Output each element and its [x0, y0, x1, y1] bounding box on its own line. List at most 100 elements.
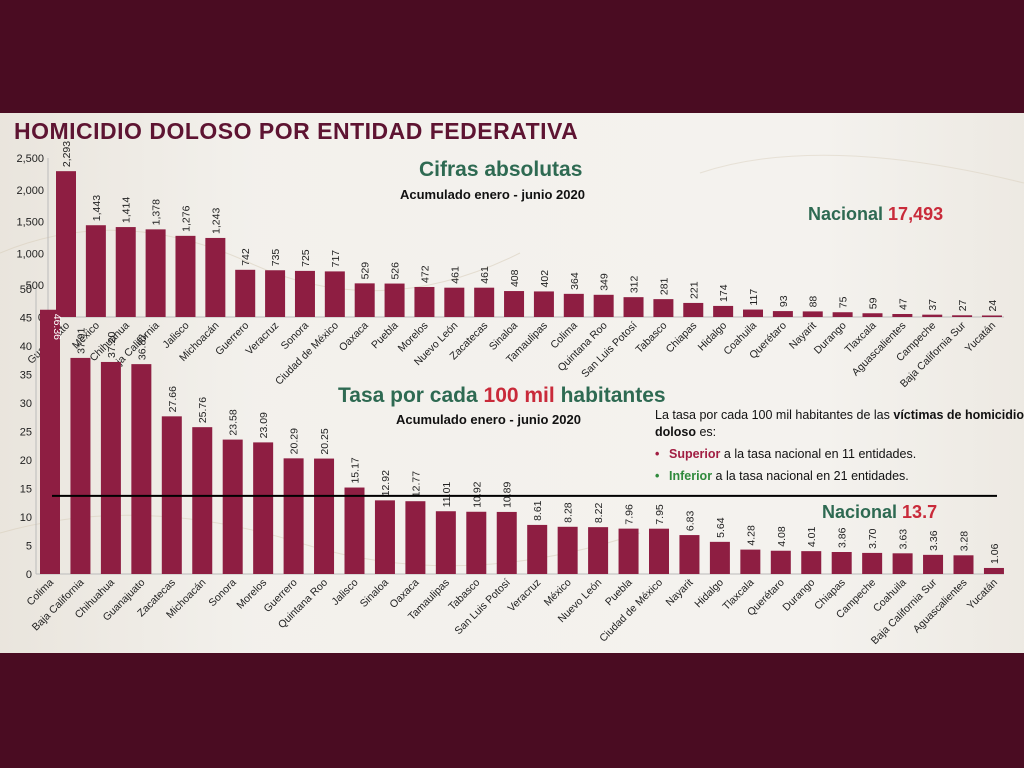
top-y-tick-label: 500 — [26, 280, 44, 292]
bottom-category-label: Veracruz — [506, 577, 544, 615]
bottom-category-label: Jalisco — [329, 577, 360, 608]
chart-rate: 0510152025303540455046.36Colima37.91Baja… — [20, 284, 1004, 647]
bottom-y-tick-label: 15 — [20, 484, 32, 496]
top-value-label: 47 — [897, 298, 909, 310]
top-y-tick-label: 1,000 — [16, 248, 44, 260]
bottom-value-label: 23.58 — [228, 409, 240, 435]
top-national-total: Nacional 17,493 — [808, 204, 943, 225]
bottom-bar — [253, 442, 274, 574]
bottom-value-label: 37.20 — [106, 332, 118, 358]
top-national-value: 17,493 — [888, 204, 944, 224]
top-value-label: 1,243 — [210, 208, 222, 234]
bottom-category-label: San Luis Potosí — [452, 577, 513, 638]
bottom-bar — [983, 567, 1004, 574]
top-bar — [563, 293, 584, 317]
bottom-bar — [892, 553, 913, 574]
top-value-label: 364 — [569, 272, 581, 290]
top-value-label: 75 — [838, 296, 850, 308]
bottom-y-tick-label: 30 — [20, 398, 32, 410]
top-bar — [235, 269, 256, 317]
bottom-bar — [314, 458, 335, 574]
bottom-y-tick-label: 10 — [20, 512, 32, 524]
top-bar — [832, 312, 853, 317]
top-bar — [922, 314, 943, 317]
bottom-value-label: 12.77 — [410, 471, 422, 497]
bottom-value-label: 23.09 — [258, 412, 270, 438]
top-bar — [772, 311, 793, 317]
bottom-y-tick-label: 35 — [20, 370, 32, 382]
top-value-label: 472 — [419, 265, 431, 283]
bottom-bar — [862, 552, 883, 574]
bottom-category-label: Nayarit — [664, 577, 696, 609]
top-bar — [85, 225, 106, 317]
top-bar — [294, 270, 315, 317]
bottom-subtitle-highlight: 100 mil — [483, 384, 555, 407]
bottom-chart-period: Acumulado enero - junio 2020 — [396, 412, 581, 427]
bottom-bar — [709, 541, 730, 574]
bottom-value-label: 10.89 — [502, 481, 514, 507]
top-value-label: 717 — [330, 250, 342, 268]
top-bar — [743, 309, 764, 317]
bottom-bar — [801, 551, 822, 574]
bottom-category-label: Sonora — [206, 577, 239, 610]
top-value-label: 735 — [270, 249, 282, 267]
slide: HOMICIDIO DOLOSO POR ENTIDAD FEDERATIVA … — [0, 113, 1024, 653]
bottom-bar — [740, 549, 761, 574]
top-value-label: 1,276 — [180, 205, 192, 231]
bottom-value-label: 10.92 — [471, 481, 483, 507]
bottom-bar — [435, 511, 456, 574]
top-value-label: 529 — [360, 262, 372, 280]
bottom-value-label: 7.95 — [654, 504, 666, 525]
bottom-y-tick-label: 45 — [20, 313, 32, 325]
top-value-label: 742 — [240, 248, 252, 266]
bottom-bar — [527, 524, 548, 574]
top-bar — [713, 305, 734, 317]
bottom-bar — [40, 309, 60, 574]
inferior-text: a la tasa nacional en 21 entidades. — [715, 469, 909, 483]
top-value-label: 27 — [957, 299, 969, 311]
top-bar — [444, 287, 465, 317]
bottom-y-tick-label: 50 — [20, 284, 32, 296]
bottom-value-label: 3.28 — [959, 531, 971, 552]
bottom-bar — [679, 535, 700, 574]
top-bar — [324, 271, 345, 317]
top-bar — [802, 311, 823, 317]
bottom-bar — [953, 555, 974, 574]
top-value-label: 1,443 — [91, 195, 103, 221]
top-bar — [623, 297, 644, 317]
bottom-y-tick-label: 5 — [26, 541, 32, 553]
bottom-bar — [100, 361, 121, 574]
superior-bullet: • Superior a la tasa nacional en 11 enti… — [655, 446, 1024, 463]
bottom-value-label: 27.66 — [167, 386, 179, 412]
bottom-bar — [70, 357, 91, 574]
top-bar — [952, 315, 973, 317]
bottom-bar — [405, 501, 426, 574]
top-value-label: 59 — [867, 297, 879, 309]
bottom-value-label: 4.01 — [806, 527, 818, 548]
bottom-y-tick-label: 0 — [26, 569, 32, 581]
inferior-bullet: • Inferior a la tasa nacional en 21 enti… — [655, 468, 1024, 485]
bottom-value-label: 12.92 — [380, 470, 392, 496]
top-bar — [474, 287, 495, 317]
bottom-subtitle-part1: Tasa por cada — [338, 384, 478, 407]
bottom-national-label: Nacional — [822, 502, 898, 522]
top-chart-period: Acumulado enero - junio 2020 — [400, 187, 585, 202]
bottom-value-label: 11.01 — [441, 482, 453, 508]
top-bar — [205, 237, 226, 317]
top-y-tick-label: 2,000 — [16, 185, 44, 197]
top-value-label: 349 — [599, 273, 611, 291]
superior-key: Superior — [669, 447, 721, 461]
note-bold-text: víctimas de homicidio doloso — [655, 408, 1024, 439]
top-value-label: 281 — [658, 277, 670, 295]
top-bar — [533, 291, 554, 317]
top-value-label: 408 — [509, 269, 521, 287]
top-value-label: 725 — [300, 249, 312, 267]
bottom-category-label: Aguascalientes — [911, 577, 970, 636]
top-bar — [504, 291, 525, 317]
bullet-dot-icon: • — [655, 469, 660, 483]
top-value-label: 174 — [718, 284, 730, 302]
top-value-label: 461 — [479, 266, 491, 284]
top-value-label: 93 — [778, 295, 790, 307]
note-intro-text: La tasa por cada 100 mil habitantes de l… — [655, 408, 890, 422]
bottom-chart-subtitle: Tasa por cada 100 mil habitantes — [338, 384, 666, 408]
